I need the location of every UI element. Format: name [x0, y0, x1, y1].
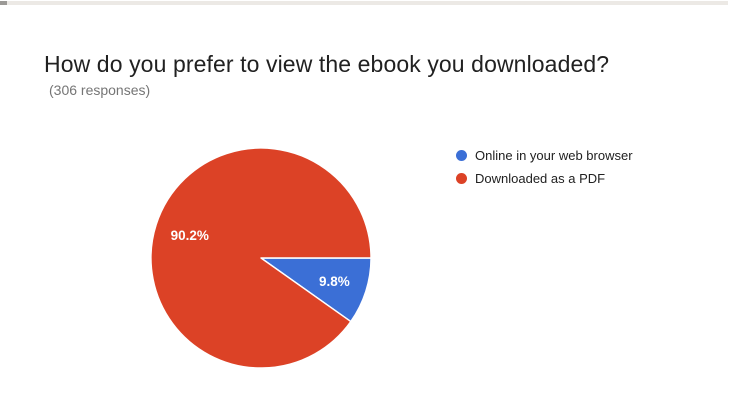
- responses-count: (306 responses): [49, 82, 151, 98]
- legend: Online in your web browser Downloaded as…: [456, 147, 633, 187]
- legend-dot-online-icon: [456, 150, 467, 161]
- header: How do you prefer to view the ebook you …: [44, 51, 609, 98]
- top-divider-accent: [0, 1, 7, 5]
- pie-slice-label-1: 90.2%: [171, 228, 209, 243]
- question-title: How do you prefer to view the ebook you …: [44, 51, 610, 77]
- legend-dot-pdf-icon: [456, 173, 467, 184]
- pie-slice-label-0: 9.8%: [319, 274, 350, 289]
- top-divider-line: [0, 1, 728, 5]
- legend-item-online: Online in your web browser: [456, 147, 633, 164]
- pie-slice-1[interactable]: [150, 147, 372, 369]
- legend-label-online: Online in your web browser: [475, 148, 633, 163]
- legend-label-pdf: Downloaded as a PDF: [475, 171, 606, 186]
- legend-item-pdf: Downloaded as a PDF: [456, 170, 633, 187]
